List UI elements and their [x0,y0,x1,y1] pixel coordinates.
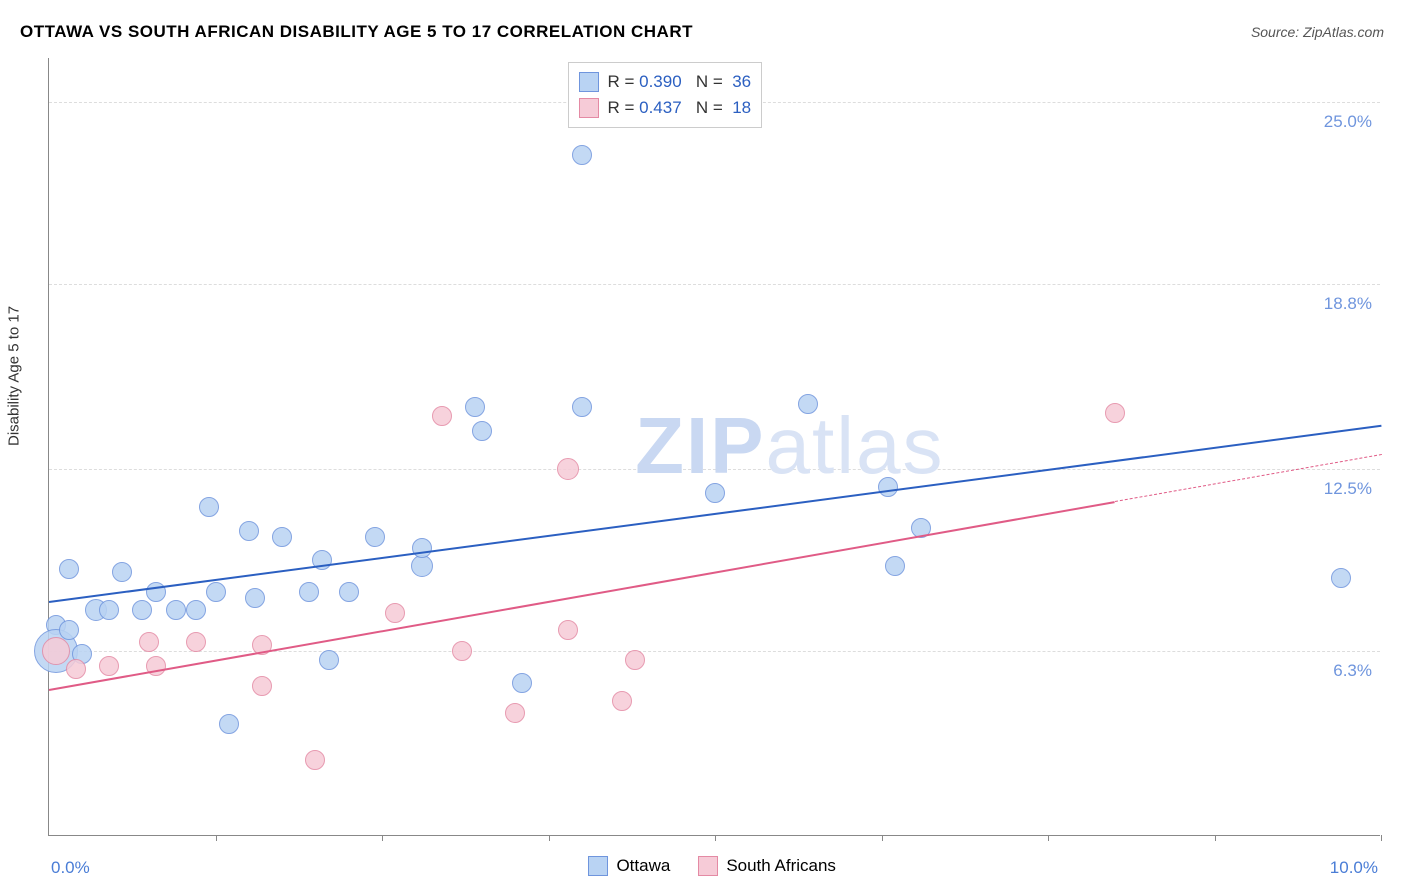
source-label: Source: ZipAtlas.com [1251,24,1384,40]
gridline [49,284,1380,285]
y-axis-label: Disability Age 5 to 17 [6,306,23,446]
scatter-point [245,588,265,608]
watermark: ZIPatlas [635,400,944,492]
scatter-point [272,527,292,547]
scatter-point [472,421,492,441]
gridline [49,651,1380,652]
legend-stat-text: R = 0.437 N = 18 [607,98,751,118]
legend-swatch [588,856,608,876]
x-tick-label: 0.0% [51,858,90,878]
legend-series-item: Ottawa [588,856,670,876]
scatter-point [505,703,525,723]
scatter-point [1331,568,1351,588]
scatter-point [59,620,79,640]
x-tick [382,835,383,841]
chart-container: OTTAWA VS SOUTH AFRICAN DISABILITY AGE 5… [0,0,1406,892]
scatter-point [885,556,905,576]
scatter-point [512,673,532,693]
scatter-point [705,483,725,503]
scatter-point [412,538,432,558]
scatter-point [239,521,259,541]
x-tick [216,835,217,841]
scatter-point [339,582,359,602]
scatter-point [219,714,239,734]
legend-stats-row: R = 0.390 N = 36 [579,69,751,95]
scatter-point [572,397,592,417]
scatter-point [305,750,325,770]
scatter-point [66,659,86,679]
trend-line [49,425,1381,603]
scatter-point [199,497,219,517]
scatter-point [465,397,485,417]
scatter-point [166,600,186,620]
scatter-point [206,582,226,602]
legend-stats-row: R = 0.437 N = 18 [579,95,751,121]
scatter-point [385,603,405,623]
legend-stats: R = 0.390 N = 36 R = 0.437 N = 18 [568,62,762,128]
legend-swatch [698,856,718,876]
legend-series: Ottawa South Africans [588,856,835,876]
scatter-point [572,145,592,165]
chart-title: OTTAWA VS SOUTH AFRICAN DISABILITY AGE 5… [20,22,693,42]
scatter-point [186,632,206,652]
legend-stat-text: R = 0.390 N = 36 [607,72,751,92]
scatter-point [878,477,898,497]
scatter-point [252,676,272,696]
scatter-point [558,620,578,640]
legend-series-label: South Africans [726,856,836,876]
scatter-point [42,637,70,665]
x-tick [1381,835,1382,841]
y-tick-label: 12.5% [1324,479,1372,499]
scatter-point [186,600,206,620]
x-tick [1215,835,1216,841]
gridline [49,469,1380,470]
scatter-point [798,394,818,414]
y-tick-label: 6.3% [1333,661,1372,681]
legend-series-item: South Africans [698,856,836,876]
scatter-point [112,562,132,582]
plot-area: 6.3%12.5%18.8%25.0%0.0%10.0%ZIPatlasR = … [48,58,1380,836]
scatter-point [99,600,119,620]
scatter-point [612,691,632,711]
scatter-point [319,650,339,670]
x-tick-label: 10.0% [1330,858,1378,878]
x-tick [882,835,883,841]
scatter-point [557,458,579,480]
legend-series-label: Ottawa [616,856,670,876]
scatter-point [365,527,385,547]
scatter-point [432,406,452,426]
scatter-point [139,632,159,652]
scatter-point [59,559,79,579]
legend-swatch [579,72,599,92]
scatter-point [99,656,119,676]
y-tick-label: 25.0% [1324,112,1372,132]
y-tick-label: 18.8% [1324,294,1372,314]
scatter-point [452,641,472,661]
scatter-point [1105,403,1125,423]
legend-swatch [579,98,599,118]
x-tick [549,835,550,841]
scatter-point [132,600,152,620]
x-tick [715,835,716,841]
x-tick [1048,835,1049,841]
scatter-point [299,582,319,602]
scatter-point [625,650,645,670]
